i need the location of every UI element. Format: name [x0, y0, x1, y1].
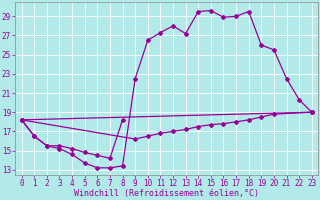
X-axis label: Windchill (Refroidissement éolien,°C): Windchill (Refroidissement éolien,°C): [74, 189, 259, 198]
